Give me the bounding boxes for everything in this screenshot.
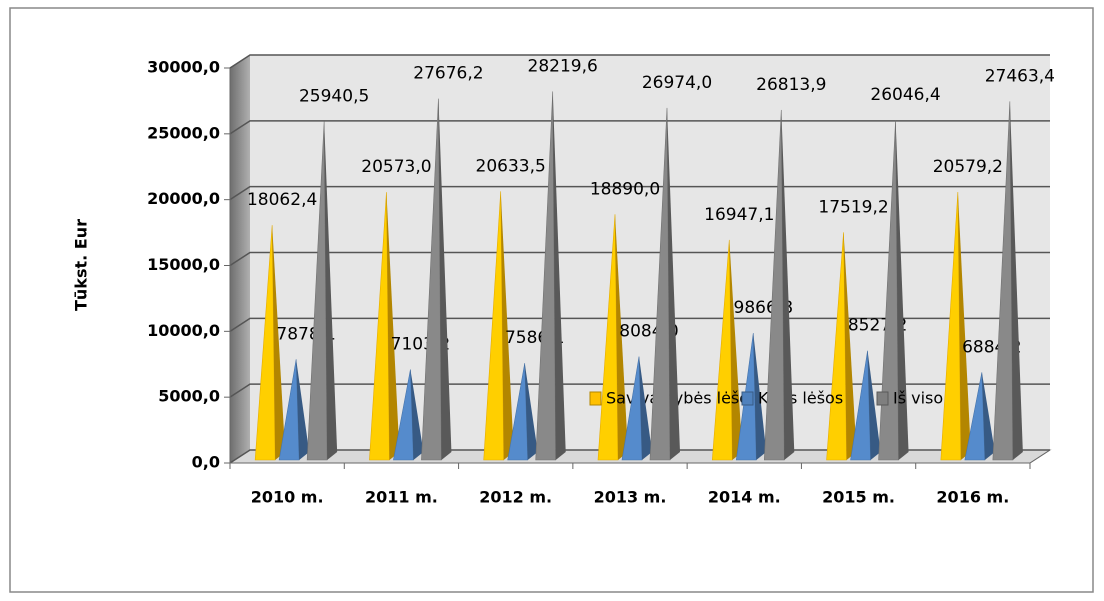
value-label: 27676,2 [413, 64, 483, 84]
value-label: 16947,1 [704, 205, 774, 225]
value-label: 26974,0 [642, 73, 712, 93]
pyramid [535, 91, 566, 461]
value-label: 25940,5 [299, 86, 369, 106]
value-label: 28219,6 [528, 56, 598, 76]
pyramid-front [649, 107, 671, 461]
pyramid-side [639, 356, 652, 460]
pyramid-side [386, 192, 400, 460]
pyramid [507, 363, 538, 461]
pyramid [964, 372, 995, 461]
y-tick-label: 30000,0 [147, 58, 220, 77]
pyramid-side [895, 120, 909, 461]
value-label: 26046,4 [870, 85, 940, 105]
pyramid-side [272, 225, 286, 460]
legend-swatch [741, 391, 754, 406]
value-label: 20579,2 [933, 157, 1003, 177]
pyramid [621, 356, 652, 461]
pyramid-front [369, 192, 390, 461]
value-label: 20633,5 [476, 156, 546, 176]
pyramid [306, 121, 338, 461]
x-tick-label: 2014 m. [708, 488, 781, 507]
y-tick-label: 25000,0 [147, 123, 220, 142]
pyramid-side [615, 214, 628, 460]
y-tick-label: 20000,0 [147, 189, 220, 208]
legend-label: Iš viso [893, 389, 943, 408]
value-label: 27463,4 [985, 66, 1055, 86]
pyramid [254, 225, 286, 461]
y-tick-label: 10000,0 [147, 321, 220, 340]
x-tick-label: 2012 m. [479, 488, 552, 507]
pyramid [393, 369, 424, 461]
pyramid [850, 350, 881, 461]
pyramid [483, 191, 514, 461]
value-label: 26813,9 [756, 75, 826, 95]
pyramid-side [552, 91, 566, 461]
pyramid [826, 232, 857, 461]
pyramid-side [667, 107, 680, 460]
legend-swatch [589, 391, 602, 406]
x-tick-label: 2015 m. [822, 488, 895, 507]
pyramid-front [826, 232, 847, 461]
pyramid-side [753, 333, 767, 460]
value-label: 18062,4 [247, 190, 317, 210]
pyramid [992, 101, 1023, 461]
pyramid-front [535, 91, 557, 461]
pyramid-side [729, 239, 743, 460]
x-tick-label: 2011 m. [365, 488, 438, 507]
x-axis-depth [1029, 449, 1051, 464]
pyramid-side [296, 359, 310, 460]
grid-line [229, 54, 1050, 69]
pyramid-side [981, 372, 995, 460]
value-label: 18890,0 [590, 179, 660, 199]
legend-label: Savivaldybės lėšos [606, 389, 757, 408]
pyramid [711, 239, 743, 461]
pyramid-side [957, 192, 971, 460]
x-tick-label: 2010 m. [251, 488, 324, 507]
y-axis-label: Tūkst. Eur [72, 219, 91, 311]
value-label: 20573,0 [361, 157, 431, 177]
y-tick-label: 0,0 [192, 453, 220, 472]
pyramid-side [1009, 101, 1023, 461]
y-tick-label: 5000,0 [158, 387, 220, 406]
pyramid [649, 107, 680, 461]
pyramid [421, 98, 452, 461]
x-tick-label: 2013 m. [594, 488, 667, 507]
pyramid-side [500, 191, 514, 461]
pyramid [597, 214, 628, 461]
pyramid [940, 192, 971, 461]
pyramid-side [524, 363, 538, 460]
pyramid [878, 120, 909, 461]
pyramid [278, 359, 310, 461]
pyramid-side [843, 232, 857, 460]
legend-swatch [876, 391, 889, 406]
pyramid [763, 109, 795, 461]
pyramid-side [324, 121, 338, 461]
pyramid-side [438, 98, 452, 460]
grid-line [229, 120, 1050, 135]
y-tick-label: 15000,0 [147, 255, 220, 274]
pyramid [369, 192, 400, 461]
pyramid-side [781, 109, 795, 460]
x-tick-label: 2016 m. [936, 488, 1009, 507]
pyramid-side [867, 350, 881, 460]
pyramid-front [278, 359, 300, 461]
pyramid-side [410, 369, 424, 460]
value-label: 17519,2 [818, 197, 888, 217]
pyramid-front [850, 350, 871, 461]
